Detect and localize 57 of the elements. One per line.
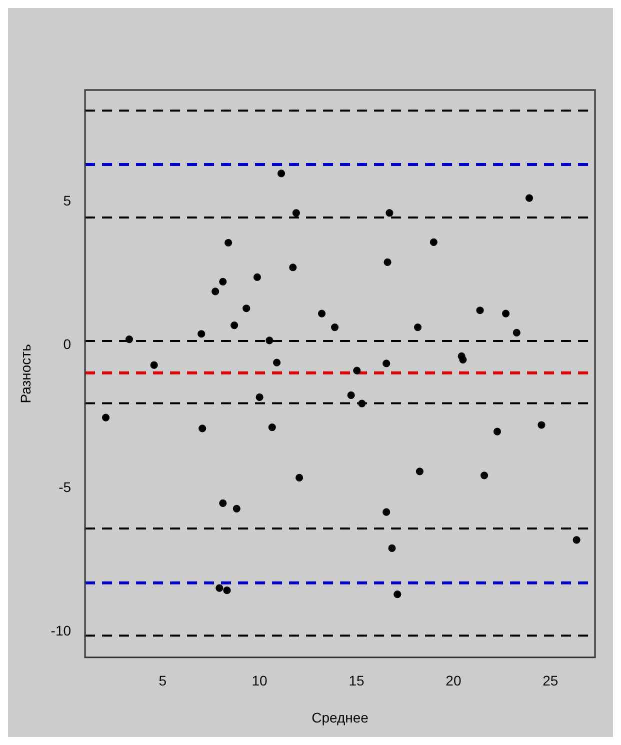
x-tick-label: 5 [158,672,167,689]
point [253,273,262,281]
point [102,414,110,422]
point [223,586,231,594]
point [414,323,422,332]
point [212,288,220,296]
point [512,328,520,337]
point [224,238,232,247]
point [266,336,274,344]
point [382,360,390,368]
point [268,423,276,432]
point [572,536,580,544]
x-tick-label: 20 [446,672,462,689]
point [493,428,502,436]
point [476,306,484,314]
point [388,544,396,552]
point [273,358,281,366]
point [289,264,297,272]
y-tick-label: -5 [58,479,72,496]
point [382,508,390,516]
point [125,336,134,344]
point [216,584,224,592]
point [292,209,300,217]
point [394,590,402,598]
point [150,361,158,369]
point [459,356,467,364]
y-axis-title: Разность [17,344,34,404]
point [430,238,438,246]
x-tick-label: 15 [348,672,364,689]
point [198,330,206,338]
x-axis-title: Среднее [312,709,369,726]
point [358,400,366,408]
y-tick-label: 0 [63,336,72,352]
point [256,393,264,401]
point [353,366,361,374]
point [318,310,326,318]
point [242,304,250,312]
point [386,209,394,217]
point [219,499,227,508]
point [480,472,488,480]
x-tick-label: 25 [542,672,558,689]
point [198,424,206,432]
point [502,310,510,318]
point [230,321,238,330]
point [296,474,304,482]
point [347,391,355,399]
point [384,258,392,266]
y-tick-label: 5 [63,192,72,209]
point [330,323,339,332]
point [219,278,227,286]
point [416,468,424,476]
point [538,421,546,429]
y-tick-label: -10 [50,622,72,638]
x-tick-label: 10 [252,672,268,689]
point [525,194,534,202]
point [277,170,286,178]
point [232,504,240,512]
